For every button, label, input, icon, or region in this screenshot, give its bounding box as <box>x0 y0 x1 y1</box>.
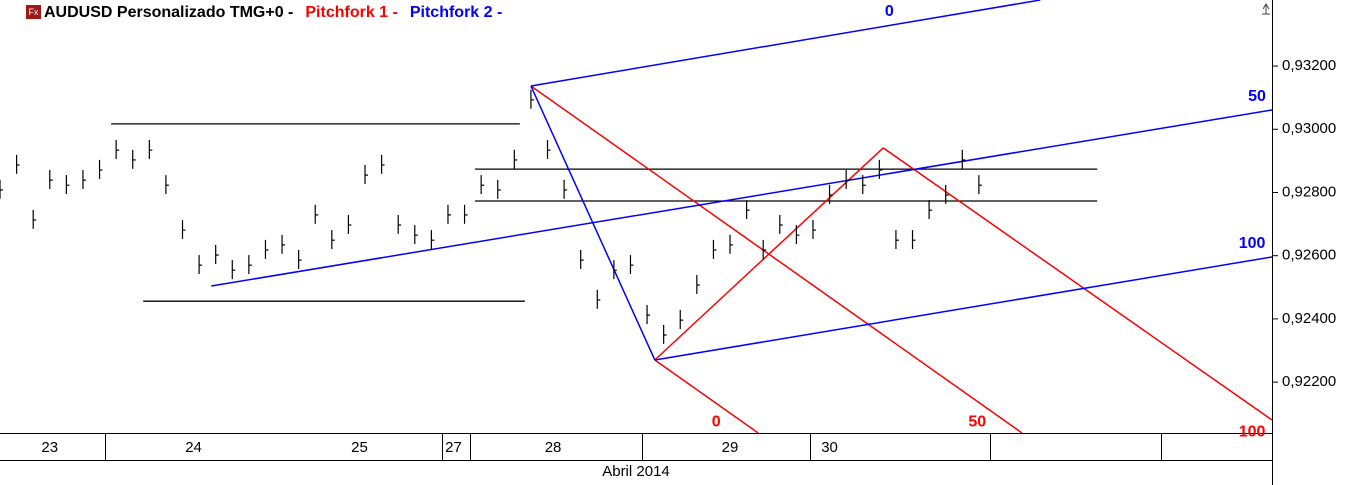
y-tick-label: 0,92600 <box>1282 247 1336 264</box>
x-tick-label: 24 <box>185 439 202 456</box>
pitchfork-line <box>530 0 1041 87</box>
x-tick-label: 27 <box>445 439 462 456</box>
y-tick-label: 0,93200 <box>1282 57 1336 74</box>
x-tick-label: 23 <box>41 439 58 456</box>
pitchfork-label: 100 <box>1239 235 1266 252</box>
legend-entry: Pitchfork 1 - <box>305 4 397 21</box>
scale-icon <box>1262 3 1270 15</box>
pitchfork-line <box>654 359 759 433</box>
x-axis-title: Abril 2014 <box>602 463 670 480</box>
pitchfork-label: 50 <box>968 413 986 430</box>
y-tick-label: 0,92400 <box>1282 310 1336 327</box>
y-tick-label: 0,92200 <box>1282 373 1336 390</box>
pitchfork-label: 0 <box>885 3 894 20</box>
legend-entry: AUDUSD Personalizado TMG+0 - <box>44 4 293 21</box>
symbol-icon <box>26 5 41 19</box>
y-tick-label: 0,92800 <box>1282 183 1336 200</box>
legend-entry: Pitchfork 2 - <box>410 4 502 21</box>
pitchfork-label: 100 <box>1239 423 1266 440</box>
y-tick-label: 0,93000 <box>1282 120 1336 137</box>
pitchfork-label: 0 <box>712 413 721 430</box>
symbol-icon-text: Fx <box>29 7 39 17</box>
x-tick-label: 30 <box>821 439 838 456</box>
pitchfork-label: 50 <box>1248 88 1266 105</box>
pitchfork-line <box>530 85 1023 433</box>
pitchfork-line <box>211 109 1272 287</box>
pitchfork-line <box>882 147 1272 421</box>
plot <box>0 0 1272 433</box>
pitchfork-line <box>654 256 1272 361</box>
x-tick-label: 29 <box>722 439 739 456</box>
x-tick-label: 28 <box>545 439 562 456</box>
legend: AUDUSD Personalizado TMG+0 - Pitchfork 1 … <box>44 4 502 21</box>
x-tick-label: 25 <box>351 439 368 456</box>
